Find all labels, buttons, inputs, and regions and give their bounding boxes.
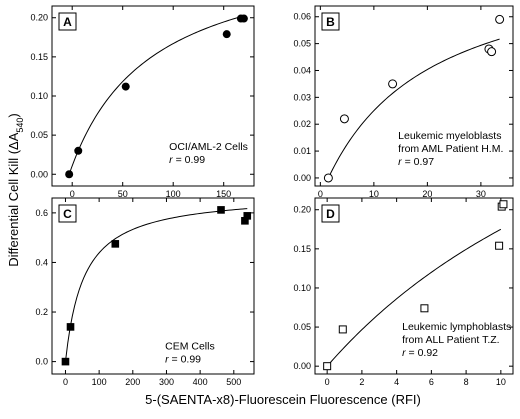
panel-a: 0 50 100 150 0.00 0.05 0.10 0.15 0.20 A OCI/AML-2 … xyxy=(30,5,255,199)
panel-d-annotation-line: Leukemic lymphoblasts xyxy=(402,321,511,333)
panel-c-fit-curve xyxy=(64,208,248,362)
panel-b-x-tick-label: 10 xyxy=(369,189,379,199)
panel-a-r-value: r = 0.99 xyxy=(169,154,205,166)
panel-b: 0 10 20 30 0.00 0.01 0.02 0.03 0.04 0.05 0.06 B Leuk… xyxy=(293,5,514,199)
panel-c-x-tick-label: 0 xyxy=(63,377,68,387)
panel-b-data-point xyxy=(339,114,349,124)
panel-c-data-point xyxy=(243,212,252,220)
panel-b-y-tick-label: 0.05 xyxy=(293,39,311,49)
panel-b-data-point xyxy=(487,47,497,57)
panel-c-frame xyxy=(51,197,255,375)
panel-c-x-tick-label: 300 xyxy=(159,377,174,387)
panel-a-letter: A xyxy=(63,15,72,29)
panel-a-y-tick-label: 0.10 xyxy=(30,91,48,101)
panel-b-data-point xyxy=(495,14,505,24)
panel-b-x-tick-label: 30 xyxy=(476,189,486,199)
panel-d-annotation-line: from ALL Patient T.Z. xyxy=(402,334,499,346)
panel-d-x-tick-label: 6 xyxy=(429,377,434,387)
panel-d-fit-curve xyxy=(326,228,502,367)
panel-d-letter-box xyxy=(321,204,340,223)
panel-b-letter-box xyxy=(321,12,340,31)
panel-b-x-tick-label: 20 xyxy=(422,189,432,199)
panel-a-data-point xyxy=(222,30,231,39)
panel-b-fit-curve xyxy=(327,38,500,179)
panel-a-y-tick-label: 0.20 xyxy=(30,13,48,23)
panel-b-y-tick-label: 0.06 xyxy=(293,12,311,22)
panel-d-data-point xyxy=(323,362,332,371)
panel-b-data-point xyxy=(388,79,398,89)
panel-a-y-tick-label: 0.05 xyxy=(30,130,48,140)
panel-d-y-tick-label: 0.10 xyxy=(293,283,311,293)
panel-d-y-tick-label: 0.15 xyxy=(293,244,311,254)
panel-c-annotation-line: CEM Cells xyxy=(165,340,215,352)
panel-d-x-tick-label: 8 xyxy=(464,377,469,387)
panel-a-x-tick-label: 50 xyxy=(118,189,128,199)
panel-c-y-tick-label: 0.6 xyxy=(35,208,48,218)
panel-a-fit-curve xyxy=(68,15,245,175)
panel-d-x-tick-label: 10 xyxy=(496,377,506,387)
panel-a-data-point xyxy=(65,170,74,179)
panel-c-x-tick-label: 100 xyxy=(92,377,107,387)
panel-b-r-value: r = 0.97 xyxy=(398,156,434,168)
panel-c-x-tick-label: 200 xyxy=(125,377,140,387)
panel-c-letter: C xyxy=(63,207,72,221)
panel-c-x-tick-label: 500 xyxy=(226,377,241,387)
x-axis-title: 5-(SAENTA-x8)-Fluorescein Fluorescence (… xyxy=(145,392,421,407)
y-axis-title: Differential Cell Kill (ΔA540) xyxy=(6,113,25,267)
panel-d-y-tick-label: 0.20 xyxy=(293,205,311,215)
panel-c-y-tick-label: 0.0 xyxy=(35,357,48,367)
panel-a-letter-box xyxy=(58,12,77,31)
panel-a-annotation-line: OCI/AML-2 Cells xyxy=(169,141,248,153)
panel-b-data-point xyxy=(323,173,333,183)
panel-b-letter: B xyxy=(326,15,335,29)
panel-b-annotation-line: from AML Patient H.M. xyxy=(398,143,503,155)
panel-d-letter: D xyxy=(326,207,335,221)
panel-d-frame xyxy=(314,197,514,375)
panel-c-letter-box xyxy=(58,204,77,223)
panel-d-x-tick-label: 4 xyxy=(394,377,399,387)
panel-b-frame xyxy=(314,5,514,187)
panel-d-y-tick-label: 0.05 xyxy=(293,322,311,332)
panel-b-y-tick-label: 0.01 xyxy=(293,146,311,156)
panel-a-y-tick-label: 0.15 xyxy=(30,52,48,62)
panel-d-data-point xyxy=(495,241,504,250)
panel-b-y-tick-label: 0.00 xyxy=(293,173,311,183)
panel-a-x-tick-label: 0 xyxy=(70,189,75,199)
panel-b-x-tick-label: 0 xyxy=(318,189,323,199)
panel-b-y-tick-label: 0.03 xyxy=(293,92,311,102)
panel-d-data-point xyxy=(499,200,508,209)
panel-b-annotation-line: Leukemic myeloblasts xyxy=(398,130,501,142)
panel-c-data-point xyxy=(217,206,225,214)
panel-a-y-tick-label: 0.00 xyxy=(30,169,48,179)
panel-a-data-point xyxy=(239,14,248,23)
panel-c-data-point xyxy=(61,357,70,366)
panel-c-data-point xyxy=(66,323,75,331)
panel-d-x-tick-label: 2 xyxy=(359,377,364,387)
panel-c-data-point xyxy=(241,217,249,225)
panel-a-x-tick-label: 150 xyxy=(216,189,231,199)
panel-c-data-point xyxy=(111,240,120,248)
panel-c-x-tick-label: 400 xyxy=(193,377,208,387)
panel-c-y-tick-label: 0.2 xyxy=(35,307,48,317)
panel-d-y-tick-label: 0.00 xyxy=(293,361,311,371)
panel-a-x-tick-label: 100 xyxy=(166,189,181,199)
panel-b-y-tick-label: 0.04 xyxy=(293,65,311,75)
panel-b-y-tick-label: 0.02 xyxy=(293,119,311,129)
panel-c: 0 100 200 300 400 500 0.0 0.2 0.4 0.6 C CEM Cellsr … xyxy=(35,197,255,387)
panel-a-data-point xyxy=(74,146,83,155)
panel-d-x-tick-label: 0 xyxy=(325,377,330,387)
panel-d: 0 2 4 6 8 10 0.00 0.05 0.10 0.15 0.20 D Leukemic lym… xyxy=(293,197,514,387)
panel-a-data-point xyxy=(121,82,130,91)
panel-d-r-value: r = 0.92 xyxy=(402,347,438,359)
panel-d-data-point xyxy=(338,325,347,334)
panel-c-y-tick-label: 0.4 xyxy=(35,257,48,267)
panel-c-r-value: r = 0.99 xyxy=(165,353,201,365)
panel-d-data-point xyxy=(420,304,429,313)
